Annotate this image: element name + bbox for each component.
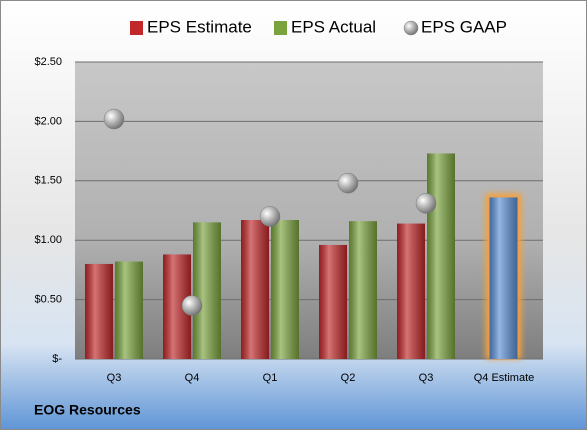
bar-shine (115, 261, 143, 359)
bar-shine (427, 153, 455, 359)
legend-label: EPS Actual (291, 17, 376, 36)
x-tick-label: Q2 (341, 372, 356, 384)
x-tick-label: Q3 (419, 372, 434, 384)
legend-label: EPS Estimate (147, 17, 252, 36)
y-tick-label: $0.50 (34, 294, 62, 306)
bar-shine (489, 197, 518, 359)
bar-shine (241, 220, 269, 359)
y-tick-label: $1.00 (34, 234, 62, 246)
gaap-marker (337, 172, 359, 194)
x-tick-label: Q4 (185, 372, 200, 384)
y-tick-label: $2.00 (34, 115, 62, 127)
legend-label: EPS GAAP (421, 17, 507, 36)
bar-shine (193, 222, 221, 359)
bar-shine (319, 244, 347, 359)
bar-shine (349, 221, 377, 359)
y-tick-label: $- (52, 353, 62, 365)
legend-marker (274, 21, 287, 35)
gaap-marker (181, 295, 203, 316)
bar-shine (397, 223, 425, 359)
x-tick-label: Q4 Estimate (474, 372, 535, 384)
plot-area (75, 62, 543, 359)
legend-marker (403, 20, 419, 36)
chart-title: EOG Resources (34, 402, 141, 418)
y-tick-label: $2.50 (34, 56, 62, 68)
bar-shine (271, 220, 299, 359)
y-tick-label: $1.50 (34, 175, 62, 187)
bar-shine (85, 263, 113, 359)
x-tick-label: Q1 (263, 372, 278, 384)
gaap-marker (103, 108, 125, 130)
legend-marker (130, 21, 143, 35)
gaap-marker (259, 206, 281, 227)
gaap-marker (415, 193, 437, 214)
x-tick-label: Q3 (107, 372, 122, 384)
